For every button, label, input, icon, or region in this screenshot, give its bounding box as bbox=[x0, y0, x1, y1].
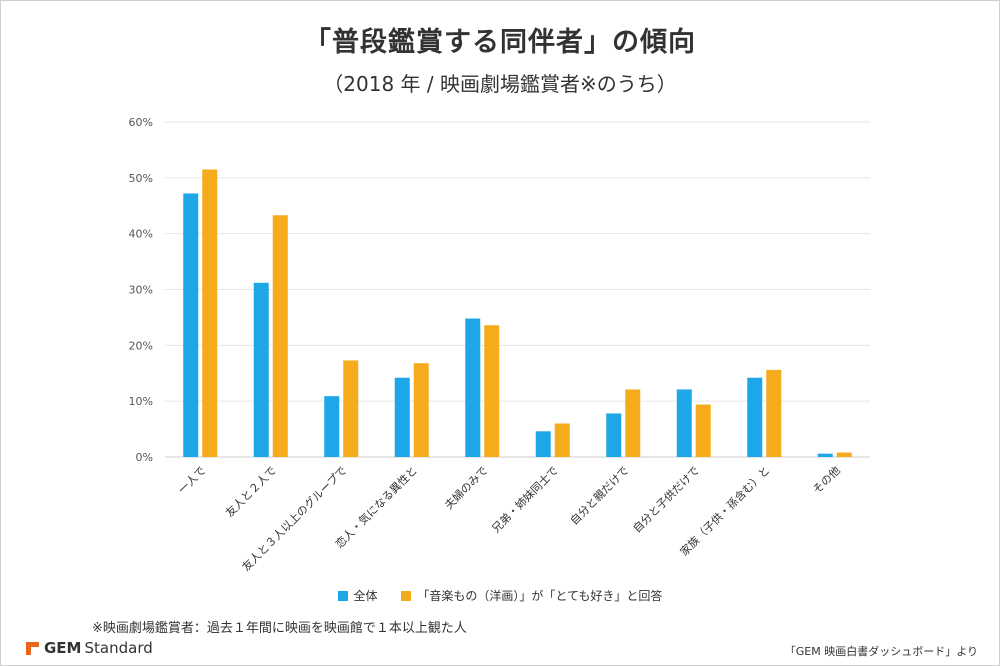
legend-swatch-overall bbox=[337, 590, 348, 601]
bar bbox=[253, 282, 269, 457]
y-tick-label: 0% bbox=[136, 451, 153, 464]
y-tick-label: 30% bbox=[129, 284, 153, 297]
x-tick-label: その他 bbox=[810, 464, 843, 497]
y-tick-label: 10% bbox=[129, 395, 153, 408]
bar bbox=[535, 431, 551, 457]
logo-suffix: Standard bbox=[84, 639, 153, 657]
bar bbox=[747, 377, 763, 457]
legend-swatch-music-fans bbox=[401, 590, 412, 601]
bar bbox=[324, 396, 340, 457]
y-tick-label: 60% bbox=[129, 116, 153, 129]
x-tick-label: 自分と親だけで bbox=[568, 464, 632, 528]
legend-label-overall: 全体 bbox=[353, 589, 378, 603]
bar bbox=[484, 325, 500, 457]
bar bbox=[625, 389, 641, 457]
bar bbox=[202, 169, 218, 458]
bar bbox=[554, 423, 570, 457]
y-tick-label: 20% bbox=[129, 339, 153, 352]
y-tick-label: 50% bbox=[129, 172, 153, 185]
x-tick-label: 自分と子供だけで bbox=[630, 463, 702, 535]
bar bbox=[465, 318, 481, 457]
legend-item-overall: 全体 bbox=[337, 587, 378, 604]
legend-label-music-fans: 「音楽もの（洋画）」が「とても好き」と回答 bbox=[417, 589, 663, 603]
gem-standard-logo: GEM Standard bbox=[26, 639, 153, 657]
source-note: 「GEM 映画白書ダッシュボード」より bbox=[784, 645, 978, 658]
bar bbox=[183, 193, 199, 457]
bar bbox=[836, 452, 852, 457]
chart-title: 「普段鑑賞する同伴者」の傾向 bbox=[304, 27, 696, 58]
bar bbox=[606, 413, 622, 457]
bar bbox=[766, 369, 782, 457]
bar bbox=[695, 404, 711, 457]
bar bbox=[676, 389, 692, 457]
chart-subtitle: （2018 年 / 映画劇場鑑賞者※のうち） bbox=[323, 72, 677, 96]
legend-item-music-fans: 「音楽もの（洋画）」が「とても好き」と回答 bbox=[401, 587, 662, 604]
logo-mark-icon bbox=[26, 641, 39, 655]
x-tick-label: 夫婦のみで bbox=[442, 463, 491, 512]
bar bbox=[394, 377, 410, 457]
chart-legend: 全体 「音楽もの（洋画）」が「とても好き」と回答 bbox=[0, 587, 1000, 604]
bar-chart: 0%10%20%30%40%50%60%一人で 友人と２人で友人と３人以上のグルー… bbox=[129, 116, 870, 574]
bar bbox=[272, 215, 288, 457]
x-tick-label: 一人で bbox=[176, 464, 209, 497]
logo-brand: GEM bbox=[44, 639, 82, 657]
x-tick-label: 友人と２人で bbox=[222, 463, 279, 520]
bar bbox=[343, 360, 359, 457]
footnote: ※映画劇場鑑賞者：過去１年間に映画を映画館で１本以上観た人 bbox=[92, 621, 467, 636]
y-tick-label: 40% bbox=[129, 228, 153, 241]
bar bbox=[413, 363, 429, 457]
x-tick-label: 兄弟・姉妹同士で bbox=[489, 463, 561, 535]
bar bbox=[817, 453, 833, 457]
